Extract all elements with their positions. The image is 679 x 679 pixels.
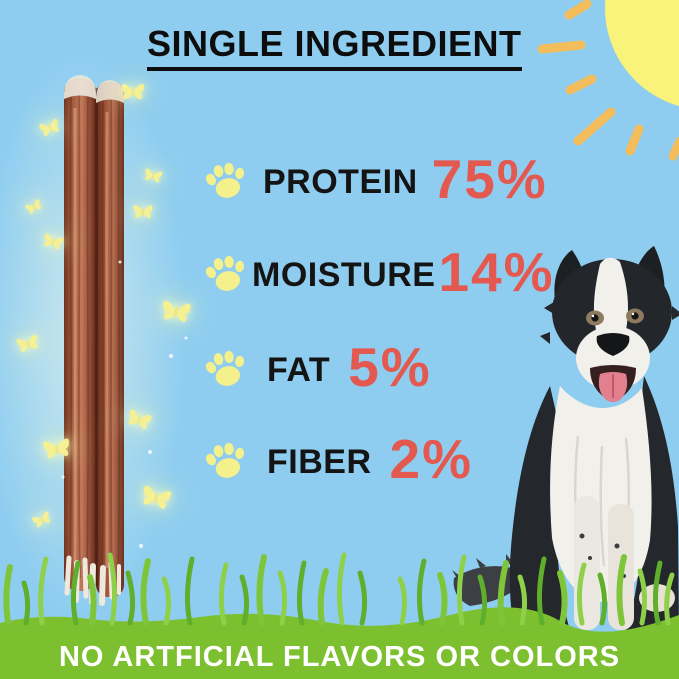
nutrient-row-fiber: FIBER 2% [204,432,473,487]
grass [0,552,679,679]
nutrient-label: FAT [267,350,331,389]
bully-sticks [64,75,124,606]
border-collie-dog [452,246,679,630]
nutrient-value: 2% [389,428,473,490]
paw-icon [204,159,249,204]
nutrient-row-protein: PROTEIN 75% [204,152,548,207]
paw-icon [204,347,249,392]
nutrient-row-moisture: MOISTURE 14% [204,245,555,300]
butterfly-icon [120,79,146,105]
butterfly-icon [141,164,165,188]
nutrient-row-fat: FAT 5% [204,340,432,395]
nutrient-value: 75% [431,148,548,210]
paw-icon [204,439,249,484]
nutrient-label: MOISTURE [252,255,436,294]
butterfly-icon [158,294,194,330]
nutrient-value: 5% [348,336,432,398]
nutrient-value: 14% [438,241,555,303]
banner-claim: NO ARTFICIAL FLAVORS OR COLORS [58,641,621,673]
nutrient-label: FIBER [267,442,372,481]
page-title: SINGLE INGREDIENT [147,26,522,71]
paw-icon [204,252,249,297]
nutrient-label: PROTEIN [263,162,418,201]
butterfly-icon [40,432,74,466]
butterfly-icon [132,201,154,223]
sun-icon [537,0,679,161]
